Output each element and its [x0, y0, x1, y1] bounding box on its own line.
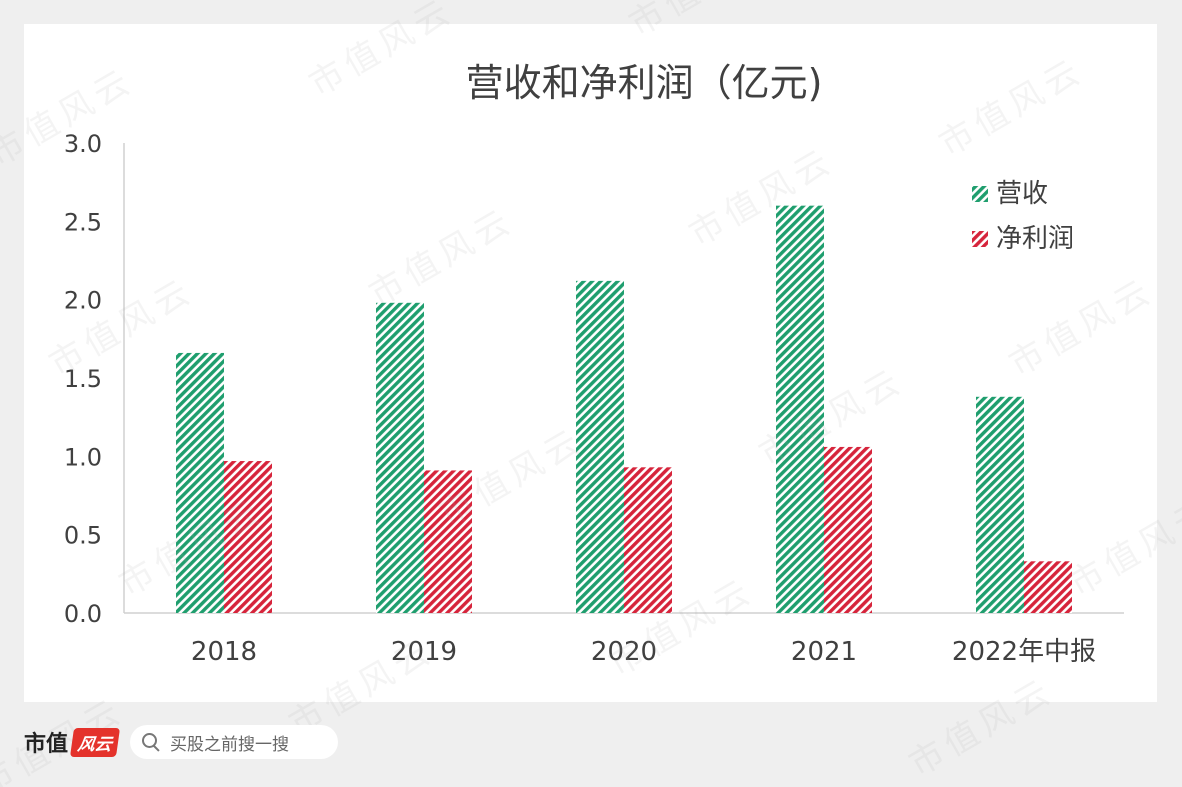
- bar-net-profit-2019: [424, 470, 472, 613]
- chart-card: 营收和净利润（亿元) 0.0 0.5 1.0 1.5 2.0 2.5 3.0 2018 201…: [24, 24, 1157, 702]
- y-tick-label: 2.0: [64, 287, 102, 315]
- bar-revenue-2022年中报: [976, 396, 1024, 613]
- y-tick-label: 1.5: [64, 365, 102, 393]
- bar-net-profit-2021: [824, 446, 872, 613]
- footer: 市值 风云 买股之前搜一搜: [24, 712, 524, 772]
- search-icon: [142, 733, 160, 751]
- bar-revenue-2021: [776, 205, 824, 613]
- bar-net-profit-2018: [224, 461, 272, 613]
- brand-logo: 风云: [69, 727, 121, 757]
- search-box[interactable]: 买股之前搜一搜: [130, 725, 339, 759]
- bar-net-profit-2020: [624, 467, 672, 613]
- y-tick-label: 0.5: [64, 522, 102, 550]
- y-tick-label: 3.0: [64, 130, 102, 158]
- search-placeholder: 买股之前搜一搜: [170, 734, 290, 755]
- y-tick-label: 1.0: [64, 443, 102, 471]
- legend-swatch: [972, 231, 988, 247]
- x-tick-label: 2019: [391, 637, 457, 667]
- legend-label: 营收: [996, 179, 1048, 209]
- x-axis: 2018 2019 2020 2021 2022年中报: [124, 612, 1124, 667]
- bar-net-profit-2022年中报: [1024, 561, 1072, 613]
- y-tick-label: 0.0: [64, 600, 102, 628]
- x-tick-label: 2022年中报: [952, 637, 1096, 667]
- bar-chart: 营收和净利润（亿元) 0.00.51.01.52.02.53.0 2018 201…: [64, 61, 1124, 667]
- bar-revenue-2019: [376, 302, 424, 613]
- x-tick-label: 2020: [591, 637, 657, 667]
- y-tick-label: 2.5: [64, 208, 102, 236]
- chart-title: 营收和净利润（亿元): [466, 61, 823, 105]
- x-tick-label: 2018: [191, 637, 257, 667]
- legend-label: 净利润: [996, 224, 1074, 254]
- bars: [176, 205, 1072, 613]
- legend-swatch: [972, 186, 988, 202]
- bar-revenue-2020: [576, 280, 624, 613]
- y-axis: 0.0 0.5 1.0 1.5 2.0 2.5 3.0: [64, 130, 125, 628]
- bar-revenue-2018: [176, 352, 224, 613]
- x-tick-label: 2021: [791, 637, 857, 667]
- brand-name: 市值: [24, 731, 69, 757]
